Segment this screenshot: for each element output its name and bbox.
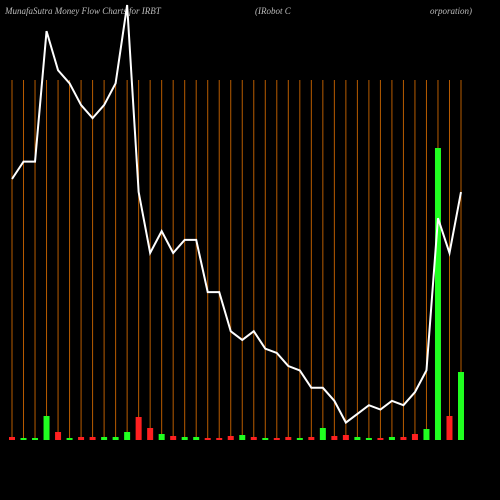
bar	[434, 148, 441, 440]
bar	[354, 437, 361, 440]
bar	[285, 437, 292, 440]
bar	[216, 438, 223, 440]
bar	[193, 437, 200, 440]
bar	[308, 437, 315, 440]
line	[11, 4, 462, 425]
bar	[124, 432, 131, 440]
bar	[181, 437, 188, 440]
bar	[250, 437, 257, 440]
bar	[43, 416, 50, 440]
bar	[239, 435, 246, 440]
bar	[20, 438, 27, 440]
bar	[101, 437, 108, 440]
bar	[135, 417, 142, 440]
bar	[411, 434, 418, 440]
bar	[388, 437, 395, 440]
bar	[32, 438, 39, 440]
bar	[458, 372, 464, 440]
bar	[9, 437, 15, 440]
bar	[147, 428, 154, 440]
bar	[342, 435, 349, 440]
chart-title: MunafaSutra Money Flow Charts for IRBT	[4, 6, 162, 16]
bar	[66, 438, 73, 440]
bar	[377, 438, 384, 440]
bar	[227, 436, 234, 440]
bar	[446, 416, 453, 440]
bar	[78, 437, 85, 440]
bar	[365, 438, 372, 440]
bar	[89, 437, 96, 440]
bar	[158, 434, 165, 440]
bar	[319, 428, 326, 440]
bar	[55, 432, 62, 440]
bar	[331, 436, 338, 440]
chart-title: (IRobot C	[255, 6, 292, 16]
bar	[262, 438, 269, 440]
chart-title: orporation)	[430, 6, 472, 16]
bar	[204, 438, 211, 440]
bar	[296, 438, 303, 440]
bar	[423, 429, 430, 440]
bar	[273, 438, 280, 440]
bar	[400, 437, 407, 440]
bar	[112, 437, 119, 440]
bar	[170, 436, 177, 440]
